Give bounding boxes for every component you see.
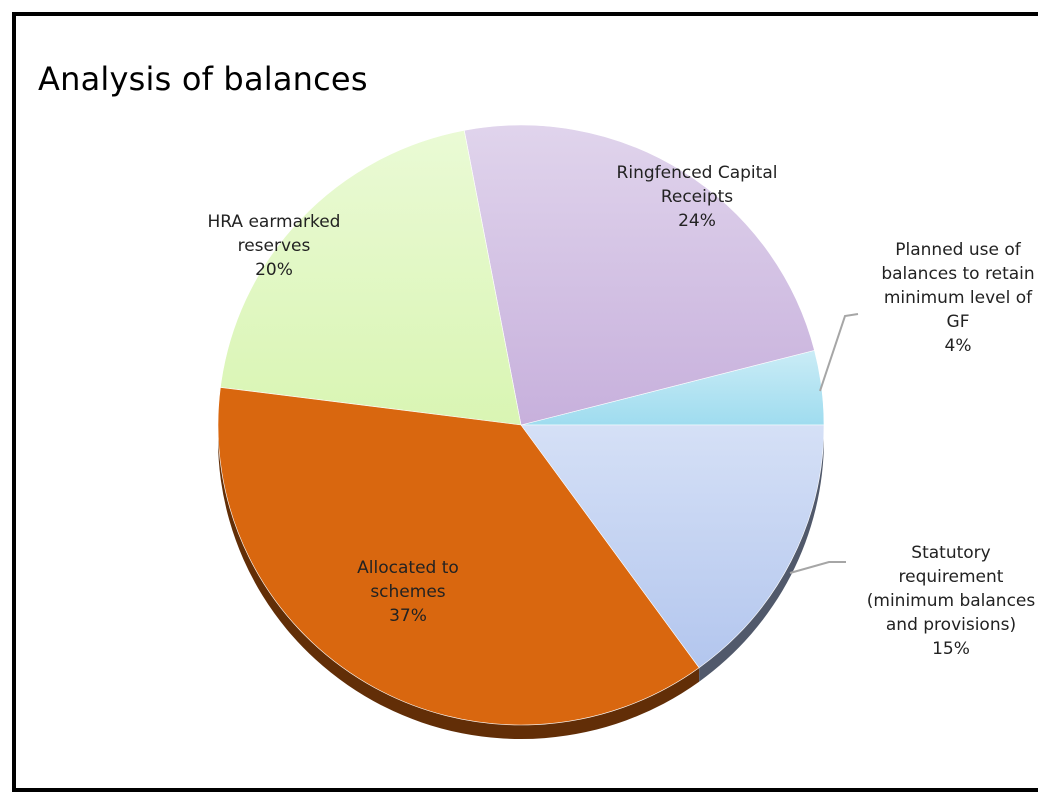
slice-percent-2: 20% bbox=[255, 260, 293, 280]
slice-label-line-2-0: HRA earmarked bbox=[208, 212, 341, 232]
pie-slice-1 bbox=[463, 124, 815, 426]
slice-label-2: HRA earmarked reserves 20% bbox=[208, 212, 341, 280]
slice-label-line-4-2: (minimum balances bbox=[867, 591, 1036, 611]
slice-percent-1: 24% bbox=[678, 211, 716, 231]
pie-slice-2 bbox=[220, 129, 522, 426]
pie-slice-3 bbox=[217, 387, 700, 726]
slice-label-0: Planned use of balances to retain minimum … bbox=[881, 240, 1034, 356]
slice-label-line-1-0: Ringfenced Capital bbox=[617, 163, 778, 183]
slice-label-line-3-1: schemes bbox=[370, 582, 445, 602]
chart-title: Analysis of balances bbox=[38, 60, 368, 98]
slice-percent-0: 4% bbox=[945, 336, 972, 356]
slice-label-3: Allocated to schemes 37% bbox=[357, 558, 459, 626]
leader-line-0 bbox=[819, 313, 859, 392]
leader-line-4 bbox=[789, 561, 846, 574]
slice-label-line-0-1: balances to retain bbox=[881, 264, 1034, 284]
slice-label-line-2-1: reserves bbox=[238, 236, 311, 256]
slice-label-line-4-1: requirement bbox=[899, 567, 1004, 587]
slice-percent-4: 15% bbox=[932, 639, 970, 659]
pie-slice-side-3 bbox=[218, 425, 700, 739]
slice-label-line-3-0: Allocated to bbox=[357, 558, 459, 578]
slice-percent-3: 37% bbox=[389, 606, 427, 626]
slice-label-4: Statutory requirement (minimum balances and… bbox=[867, 543, 1036, 659]
slice-label-line-4-3: and provisions) bbox=[886, 615, 1016, 635]
slice-label-1: Ringfenced Capital Receipts 24% bbox=[617, 163, 778, 231]
slice-label-line-0-0: Planned use of bbox=[895, 240, 1021, 260]
slice-label-line-0-2: minimum level of bbox=[884, 288, 1033, 308]
slice-label-line-0-3: GF bbox=[947, 312, 970, 332]
slice-label-line-4-0: Statutory bbox=[911, 543, 990, 563]
pie-slice-4 bbox=[520, 424, 825, 669]
slice-label-line-1-1: Receipts bbox=[661, 187, 733, 207]
pie-slice-side-4 bbox=[699, 425, 824, 682]
